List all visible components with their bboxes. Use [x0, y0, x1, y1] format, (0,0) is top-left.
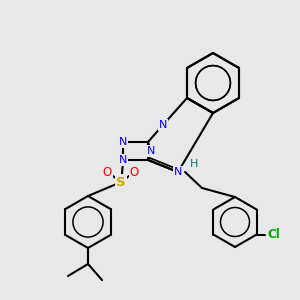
Text: Cl: Cl	[267, 228, 280, 241]
Text: N: N	[147, 146, 155, 156]
Text: H: H	[190, 159, 198, 169]
Text: O: O	[130, 166, 139, 178]
Text: N: N	[119, 137, 128, 147]
Text: N: N	[119, 155, 128, 165]
Text: N: N	[159, 120, 167, 130]
Text: S: S	[116, 176, 126, 188]
Text: O: O	[103, 166, 112, 178]
Text: N: N	[174, 167, 182, 177]
